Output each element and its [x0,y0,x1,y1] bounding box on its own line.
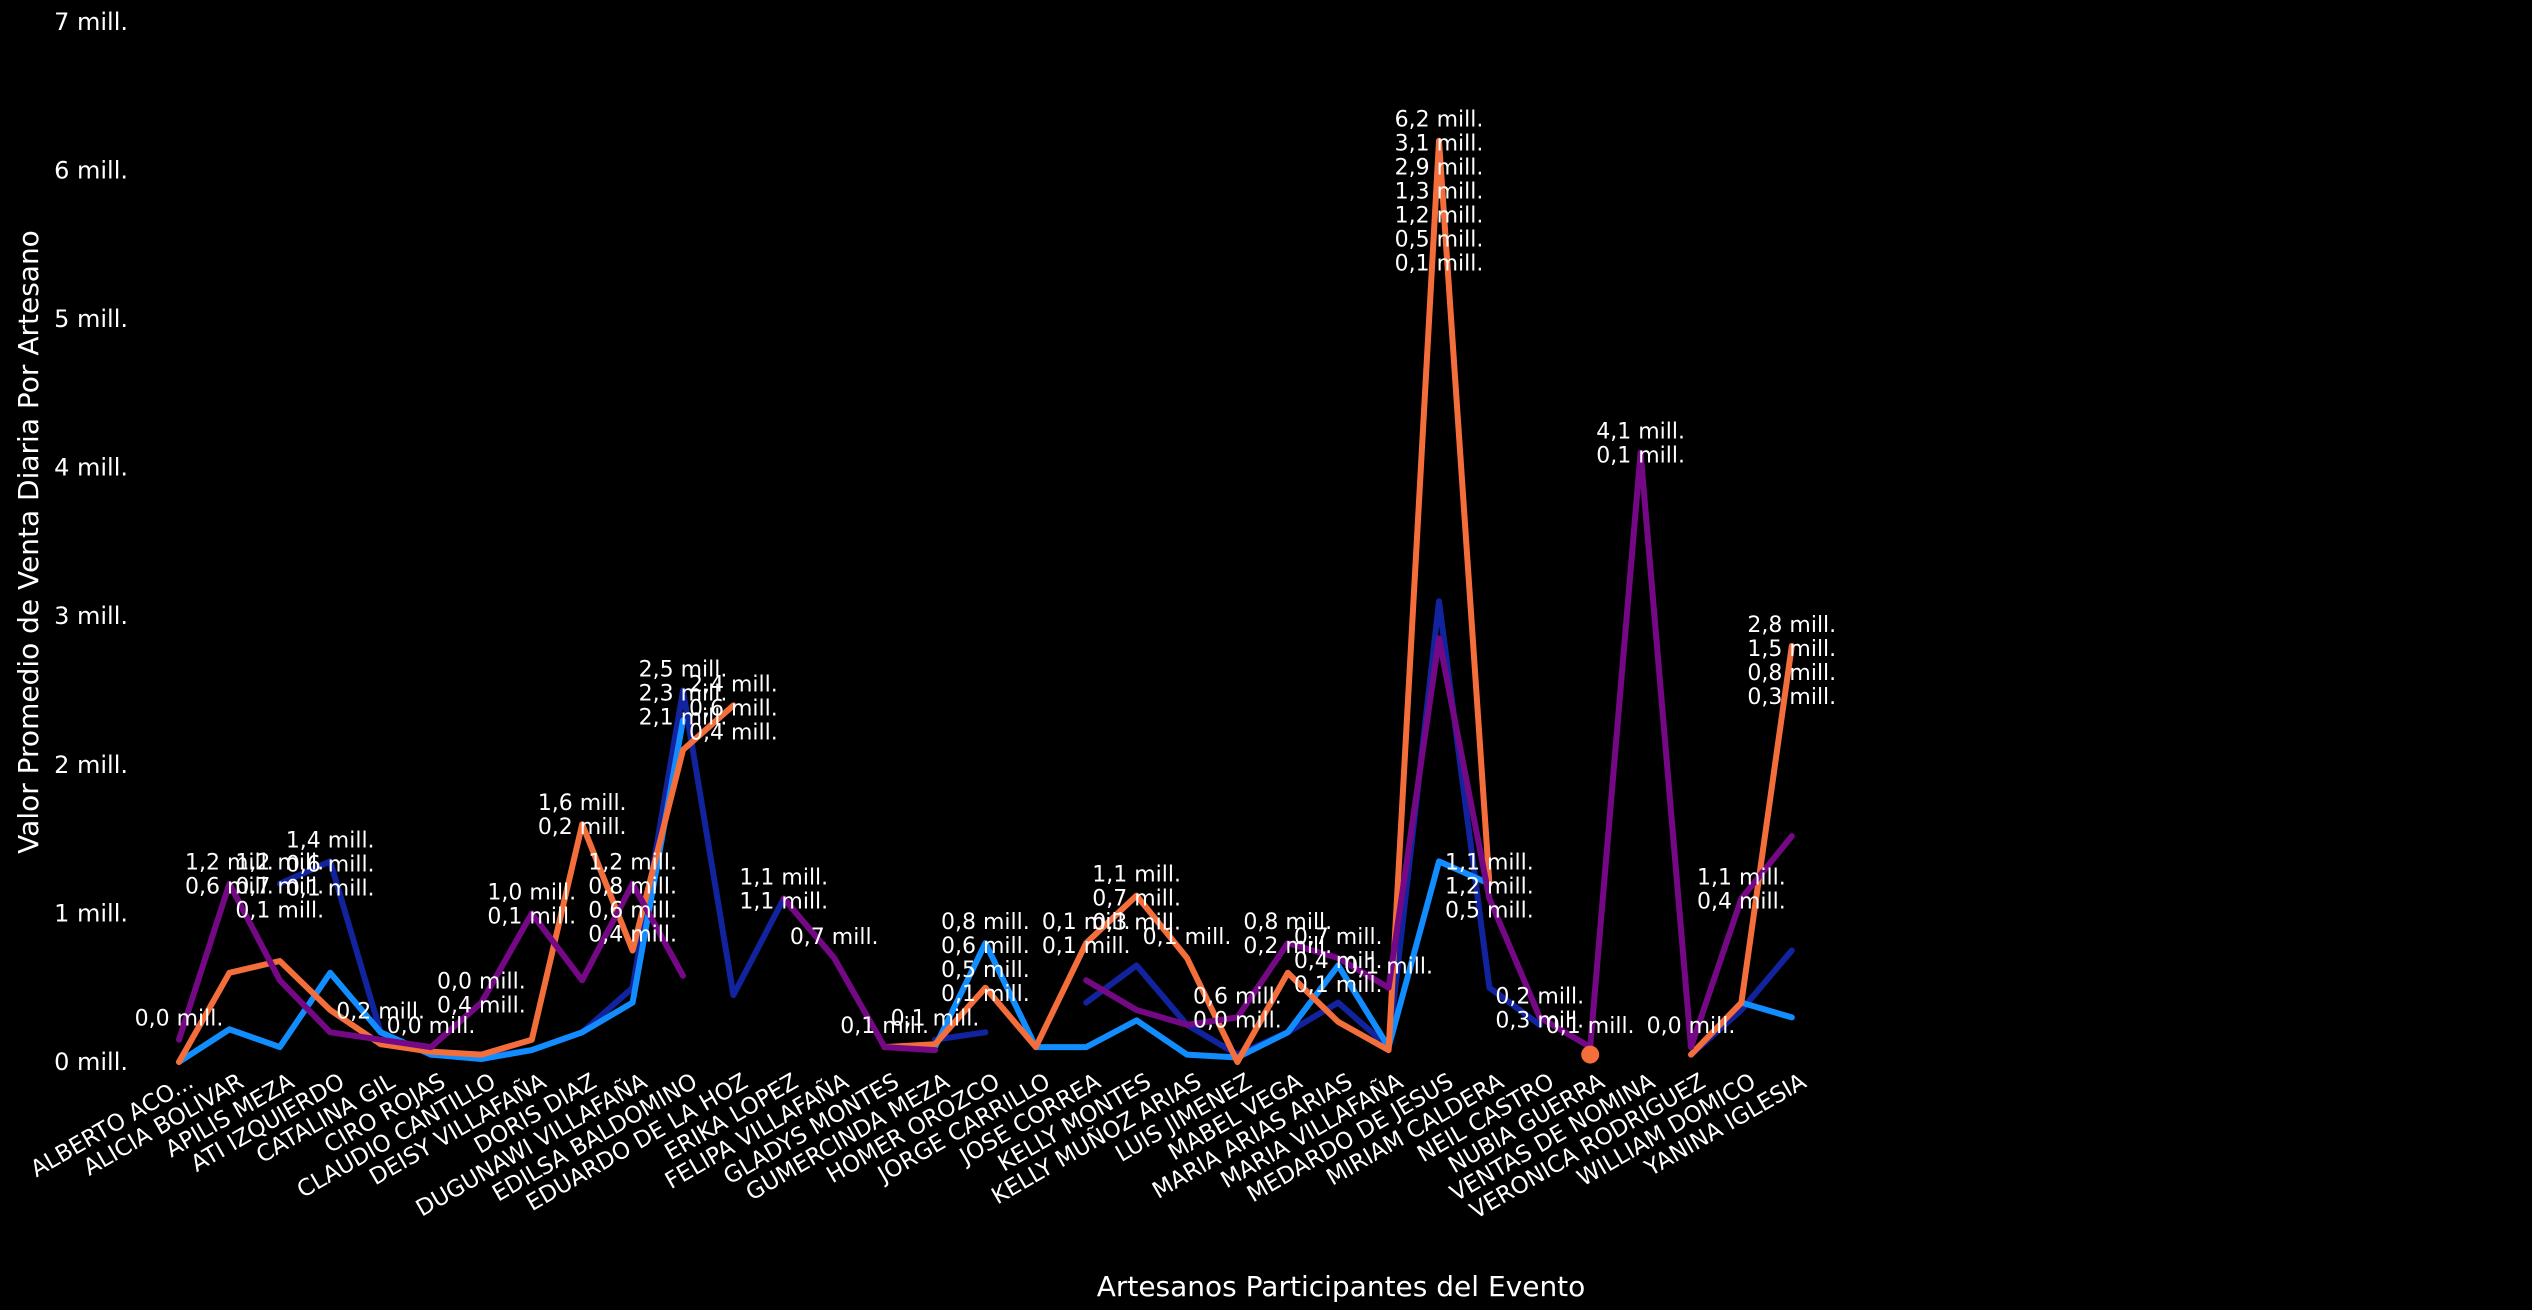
data-label: 0,0 mill. [1193,1008,1282,1033]
data-label: 0,2 mill. [1495,984,1584,1009]
data-label: 0,2 mill. [336,999,425,1024]
data-label: 0,1 mill. [1546,1014,1635,1039]
data-label: 1,1 mill. [1697,866,1786,891]
data-label: 0,7 mill. [1092,887,1181,912]
data-label: 0,0 mill. [1647,1014,1736,1039]
data-label: 0,1 mill. [1344,955,1433,980]
data-label: 0,1 mill. [235,899,324,924]
y-tick-label: 3 mill. [54,602,128,630]
y-tick-label: 6 mill. [54,156,128,184]
series-3-line [881,137,1493,1065]
data-label: 0,5 mill. [1395,228,1484,253]
data-label: 4,1 mill. [1596,420,1685,445]
data-label: 0,0 mill. [135,1007,224,1032]
data-label: 0,1 mill. [1042,910,1131,935]
data-label: 1,2 mill. [185,851,274,876]
data-label: 1,5 mill. [1747,637,1836,662]
data-label: 0,6 mill. [185,875,274,900]
data-point-marker [1581,1045,1600,1064]
data-label: 0,4 mill. [1294,949,1383,974]
data-label: 2,1 mill. [639,706,728,731]
data-label: 0,1 mill. [286,876,375,901]
data-label: 0,3 mill. [1495,1008,1584,1033]
data-label: 1,4 mill. [286,828,375,853]
data-label: 0,1 mill. [487,904,576,929]
data-label-layer: 0,0 mill.1,2 mill.0,6 mill.1,2 mill.0,7 … [135,108,1837,1039]
marker-layer [1581,1045,1600,1064]
data-label: 2,4 mill. [689,672,778,697]
data-label: 0,0 mill. [387,1014,476,1039]
y-tick-label: 7 mill. [54,8,128,36]
data-label: 0,1 mill. [1042,934,1131,959]
data-label: 0,4 mill. [588,923,677,948]
data-label: 3,1 mill. [1395,132,1484,157]
data-label: 6,2 mill. [1395,108,1484,133]
data-label: 2,5 mill. [639,658,728,683]
data-label: 0,4 mill. [437,994,526,1019]
data-label: 0,1 mill. [840,1014,929,1039]
series-4-line [780,895,938,1054]
y-tick-label: 1 mill. [54,899,128,927]
data-label: 0,1 mill. [891,1007,980,1032]
y-tick-label: 2 mill. [54,751,128,779]
series-1-line [1083,598,1543,1058]
data-label: 1,2 mill. [1445,875,1534,900]
data-label: 0,8 mill. [941,910,1030,935]
data-label: 0,1 mill. [941,982,1030,1007]
y-axis-title: Valor Promedio de Venta Diaria Por Artes… [12,230,45,854]
data-label: 2,9 mill. [1395,156,1484,181]
data-label: 1,1 mill. [1092,863,1181,888]
data-label: 0,1 mill. [1596,444,1685,469]
y-tick-label: 0 mill. [54,1048,128,1076]
data-label: 0,7 mill. [790,925,879,950]
data-label: 0,8 mill. [1243,910,1332,935]
data-label: 1,2 mill. [235,851,324,876]
data-label: 0,8 mill. [588,875,677,900]
data-label: 0,2 mill. [1243,934,1332,959]
data-label: 1,2 mill. [1395,204,1484,229]
y-tick-label: 4 mill. [54,454,128,482]
data-label: 0,7 mill. [235,875,324,900]
data-label: 0,6 mill. [1193,984,1282,1009]
data-label: 0,2 mill. [538,815,627,840]
data-label: 0,3 mill. [1092,911,1181,936]
data-label: 0,3 mill. [1747,685,1836,710]
x-axis-title: Artesanos Participantes del Evento [1097,1270,1586,1303]
series-layer [176,137,1795,1065]
data-label: 0,4 mill. [1697,890,1786,915]
data-label: 2,8 mill. [1747,613,1836,638]
data-label: 1,1 mill. [739,890,828,915]
data-label: 0,7 mill. [1294,925,1383,950]
data-label: 0,4 mill. [689,720,778,745]
data-label: 1,2 mill. [588,851,677,876]
data-label: 1,0 mill. [487,880,576,905]
data-label: 0,6 mill. [941,934,1030,959]
data-label: 0,1 mill. [1395,252,1484,277]
data-label: 0,1 mill. [1143,925,1232,950]
data-label: 1,6 mill. [538,791,627,816]
data-label: 0,6 mill. [689,696,778,721]
data-label: 0,8 mill. [1747,661,1836,686]
series-3-line [1688,642,1795,1058]
data-label: 1,1 mill. [1445,851,1534,876]
series-2-line [932,858,1493,1061]
data-label: 0,6 mill. [588,899,677,924]
data-label: 0,1 mill. [1294,973,1383,998]
series-4-line [176,880,686,1051]
data-label: 2,3 mill. [639,682,728,707]
data-label: 1,1 mill. [739,866,828,891]
data-label: 0,5 mill. [1445,899,1534,924]
data-label: 0,0 mill. [437,970,526,995]
data-label: 0,5 mill. [941,958,1030,983]
y-axis: 0 mill. 1 mill. 2 mill. 3 mill. 4 mill. 5 mil… [54,8,128,1076]
series-2-line [1738,999,1795,1021]
y-tick-label: 5 mill. [54,305,128,333]
data-label: 1,3 mill. [1395,180,1484,205]
data-label: 0,6 mill. [286,852,375,877]
series-4-line [1083,449,1795,1051]
